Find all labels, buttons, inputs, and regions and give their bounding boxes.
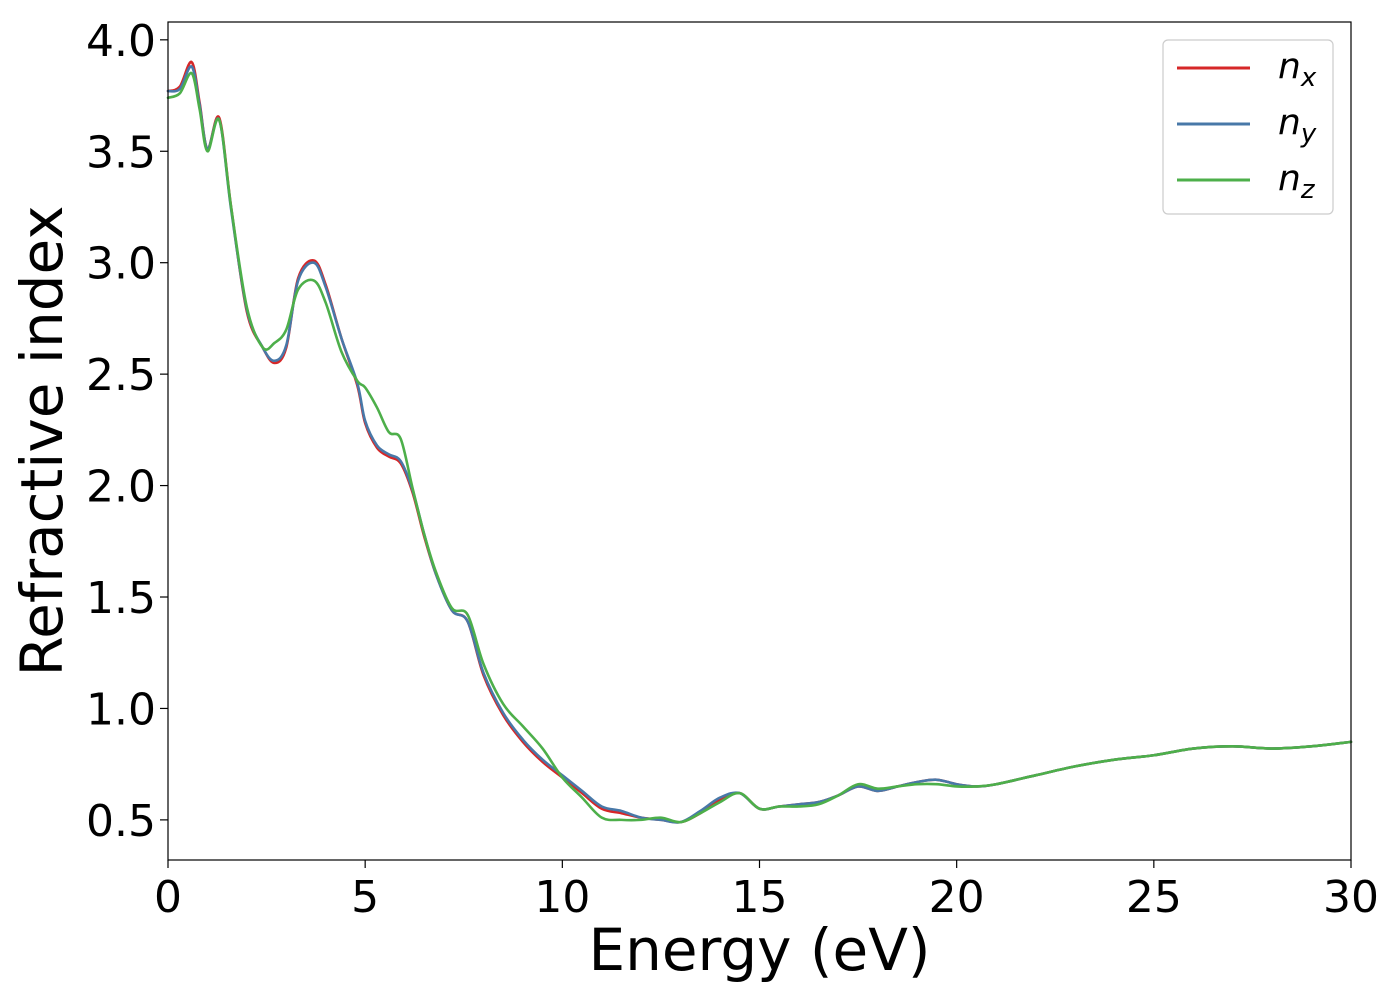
x-axis-title: Energy (eV) (588, 916, 930, 984)
legend-label-ny: ny (1278, 102, 1317, 149)
y-axis-ticks: 0.5 1.0 1.5 2.0 2.5 3.0 3.5 4.0 (86, 16, 168, 847)
y-tick-label: 0.5 (86, 796, 156, 847)
y-tick-label: 1.5 (86, 573, 156, 624)
x-tick-label: 30 (1323, 872, 1379, 923)
legend-box (1162, 39, 1334, 215)
y-tick-label: 4.0 (86, 16, 156, 67)
x-tick-label: 20 (929, 872, 985, 923)
y-tick-label: 3.0 (86, 239, 156, 290)
legend-label-subscript: y (1300, 119, 1317, 149)
legend-label-subscript: x (1300, 63, 1317, 93)
y-tick-label: 3.5 (86, 127, 156, 178)
legend-label-symbol: n (1278, 46, 1301, 87)
x-tick-label: 15 (732, 872, 788, 923)
legend-label-nz: nz (1278, 158, 1316, 205)
legend-label-symbol: n (1278, 102, 1301, 143)
x-axis-ticks: 0 5 10 15 20 25 30 (154, 860, 1379, 923)
series-line-nz (166, 71, 1353, 824)
y-tick-label: 2.0 (86, 462, 156, 513)
legend-label-subscript: z (1300, 175, 1316, 205)
legend-label-nx: nx (1278, 46, 1317, 93)
y-tick-label: 2.5 (86, 350, 156, 401)
x-tick-label: 10 (534, 872, 590, 923)
legend-label-symbol: n (1278, 158, 1301, 199)
x-tick-label: 5 (351, 872, 379, 923)
y-tick-label: 1.0 (86, 684, 156, 735)
y-axis-title: Refractive index (8, 205, 76, 676)
plot-lines (166, 60, 1353, 824)
x-tick-label: 0 (154, 872, 182, 923)
x-tick-label: 25 (1126, 872, 1182, 923)
